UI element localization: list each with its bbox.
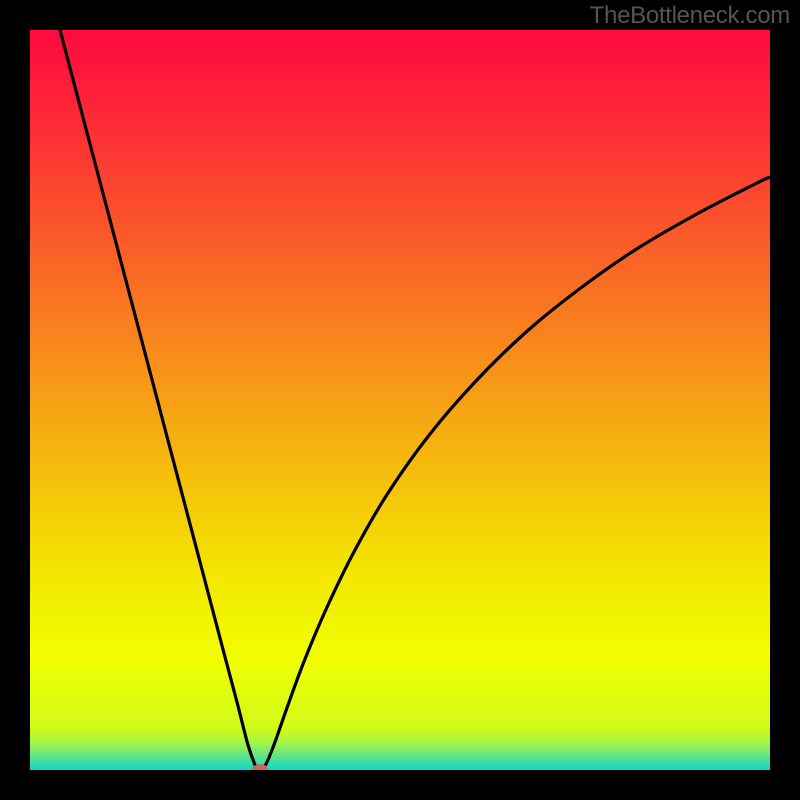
chart-container: TheBottleneck.com: [0, 0, 800, 800]
curve-left-branch: [60, 30, 258, 770]
curve-right-branch: [262, 177, 770, 770]
minimum-marker: [252, 764, 268, 770]
plot-area: [30, 30, 770, 770]
curve-layer: [30, 30, 770, 770]
watermark-link[interactable]: TheBottleneck.com: [590, 2, 790, 30]
watermark-text: TheBottleneck.com: [590, 2, 790, 29]
